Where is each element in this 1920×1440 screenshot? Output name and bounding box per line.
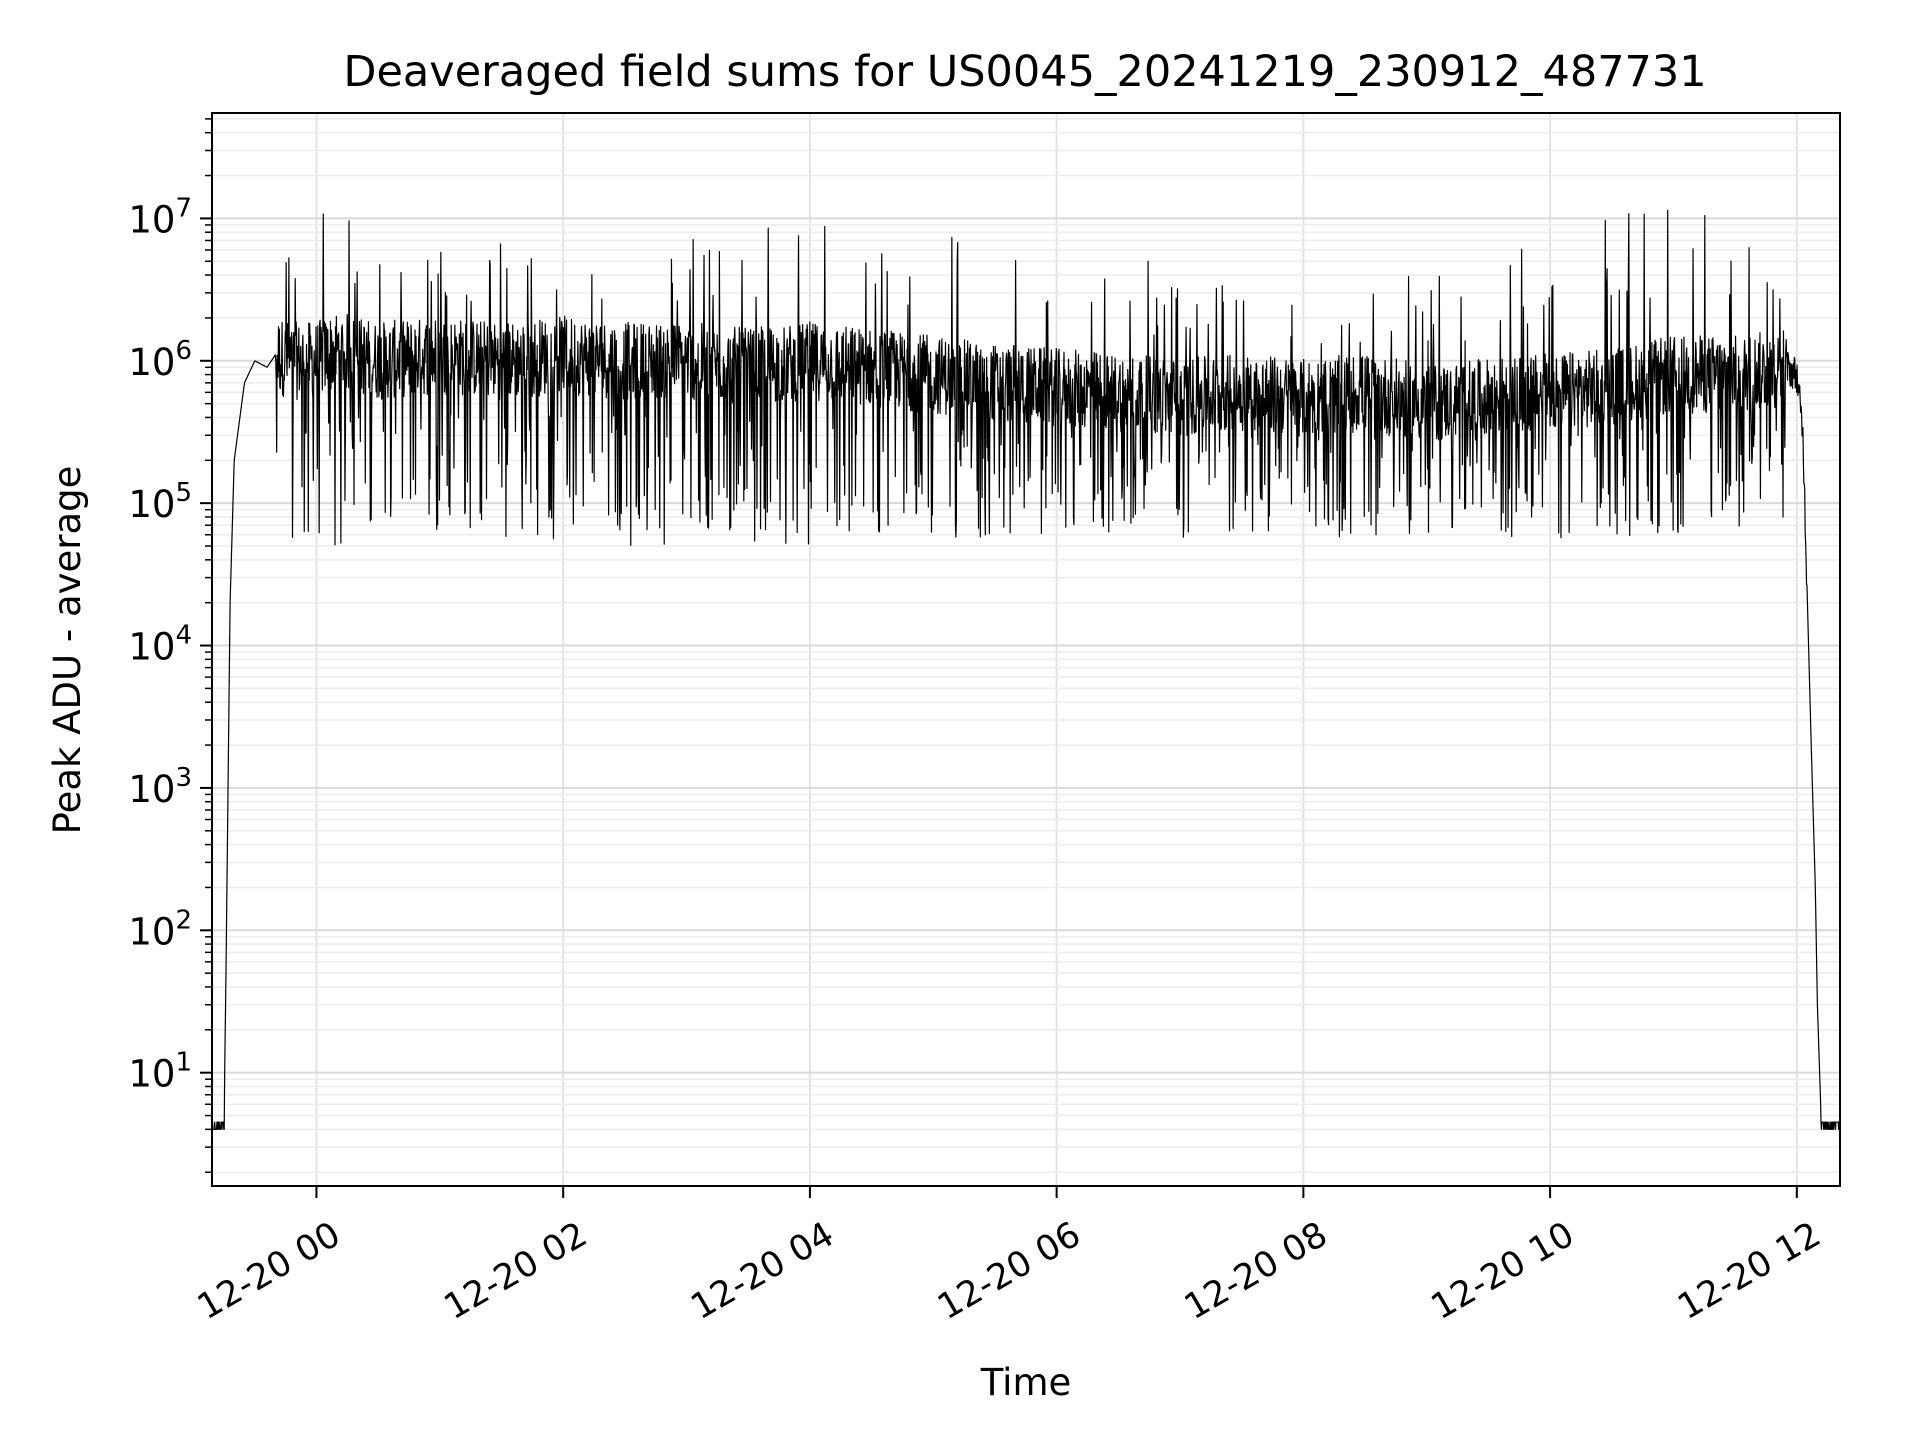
- y-tick-base: 10: [128, 626, 175, 669]
- y-tick-exponent: 4: [175, 621, 192, 651]
- series-line: [211, 209, 1841, 1130]
- x-axis-label: Time: [980, 1361, 1072, 1404]
- y-tick-label: 102: [128, 905, 192, 953]
- y-tick-exponent: 6: [175, 336, 192, 366]
- y-tick-base: 10: [128, 1053, 175, 1096]
- y-tick-base: 10: [128, 198, 175, 241]
- y-axis-label: Peak ADU - average: [46, 466, 89, 835]
- data-series: [211, 209, 1841, 1130]
- y-tick-exponent: 7: [175, 193, 192, 223]
- y-tick-exponent: 3: [175, 763, 192, 793]
- y-tick-base: 10: [128, 341, 175, 384]
- y-tick-label: 105: [128, 478, 192, 526]
- y-tick-exponent: 2: [175, 905, 192, 935]
- y-tick-label: 107: [128, 193, 192, 241]
- y-tick-label: 103: [128, 763, 192, 811]
- y-tick-label: 101: [128, 1048, 192, 1096]
- y-tick-exponent: 1: [175, 1048, 192, 1078]
- y-tick-exponent: 5: [175, 478, 192, 508]
- chart-title: Deaveraged field sums for US0045_2024121…: [343, 47, 1706, 97]
- y-tick-base: 10: [128, 768, 175, 811]
- y-tick-base: 10: [128, 483, 175, 526]
- y-tick-base: 10: [128, 910, 175, 953]
- y-tick-label: 106: [128, 336, 192, 384]
- plot-frame: [211, 112, 1841, 1187]
- y-tick-label: 104: [128, 621, 192, 669]
